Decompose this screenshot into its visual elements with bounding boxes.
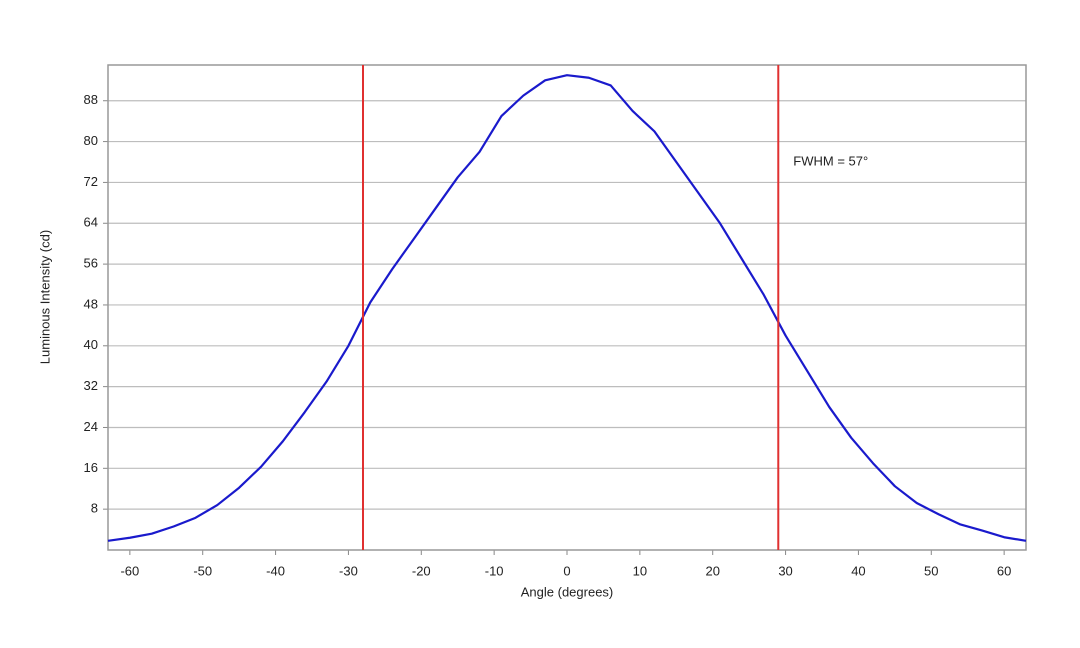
x-tick-label: -10	[485, 563, 504, 578]
x-tick-label: -40	[266, 563, 285, 578]
annotation: FWHM = 57°	[793, 153, 868, 168]
x-tick-label: 20	[705, 563, 719, 578]
x-tick-label: 50	[924, 563, 938, 578]
y-tick-label: 80	[84, 133, 98, 148]
x-tick-label: 60	[997, 563, 1011, 578]
x-tick-label: 0	[563, 563, 570, 578]
y-tick-label: 48	[84, 296, 98, 311]
y-tick-label: 40	[84, 337, 98, 352]
x-tick-label: 30	[778, 563, 792, 578]
y-tick-label: 64	[84, 215, 98, 230]
x-tick-label: -30	[339, 563, 358, 578]
x-tick-label: -50	[193, 563, 212, 578]
y-tick-label: 88	[84, 92, 98, 107]
y-tick-label: 16	[84, 460, 98, 475]
y-tick-label: 8	[91, 501, 98, 516]
y-axis-label: Luminous Intensity (cd)	[37, 230, 52, 364]
y-tick-label: 56	[84, 256, 98, 271]
x-tick-label: 40	[851, 563, 865, 578]
x-tick-label: -60	[120, 563, 139, 578]
y-tick-label: 24	[84, 419, 98, 434]
x-tick-label: 10	[633, 563, 647, 578]
plot-frame	[107, 64, 1027, 551]
x-tick-label: -20	[412, 563, 431, 578]
data-line	[107, 74, 1027, 542]
y-tick-label: 72	[84, 174, 98, 189]
x-axis-label: Angle (degrees)	[521, 584, 614, 599]
y-tick-label: 32	[84, 378, 98, 393]
